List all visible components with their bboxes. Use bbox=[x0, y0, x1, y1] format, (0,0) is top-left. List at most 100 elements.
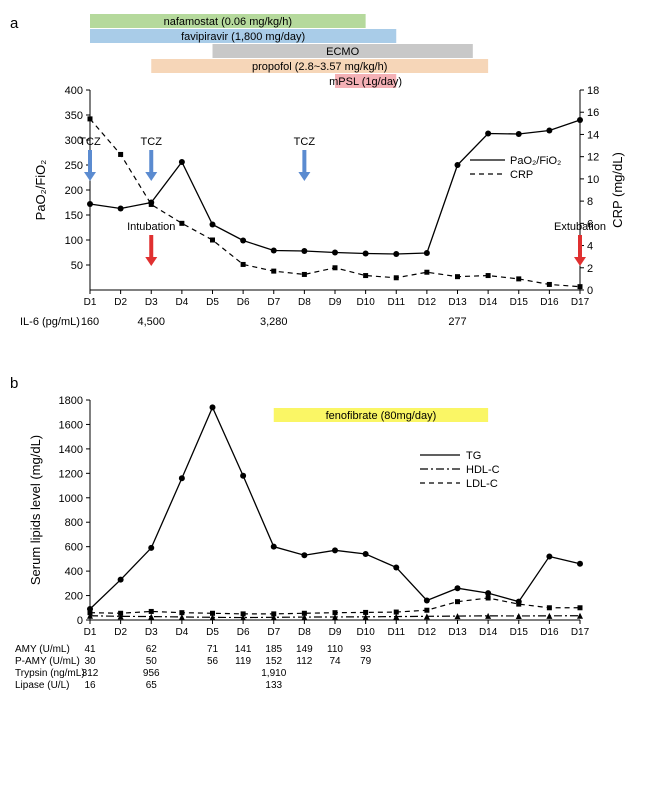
xtick: D14 bbox=[479, 627, 498, 638]
row-value: 119 bbox=[235, 656, 251, 667]
crp-point bbox=[88, 116, 93, 121]
pao2-point bbox=[424, 250, 430, 256]
row-label: Trypsin (ng/mL) bbox=[15, 668, 85, 679]
xtick: D6 bbox=[237, 627, 250, 638]
xtick: D2 bbox=[114, 297, 127, 308]
tg-point bbox=[546, 553, 552, 559]
crp-point bbox=[271, 269, 276, 274]
ytick: 200 bbox=[65, 591, 83, 603]
pao2-point bbox=[179, 159, 185, 165]
il6-label: IL-6 (pg/mL) bbox=[20, 316, 80, 328]
ldl-point bbox=[149, 609, 154, 614]
med-bar-label: mPSL (1g/day) bbox=[329, 76, 402, 88]
xtick: D2 bbox=[114, 627, 127, 638]
ldl-point bbox=[302, 611, 307, 616]
tg-point bbox=[148, 545, 154, 551]
row-value: 956 bbox=[143, 668, 160, 679]
crp-point bbox=[302, 272, 307, 277]
ytick-right: 12 bbox=[587, 152, 599, 164]
ytick-right: 8 bbox=[587, 196, 593, 208]
xtick: D10 bbox=[356, 297, 375, 308]
ytick-left: 200 bbox=[65, 185, 83, 197]
ldl-point bbox=[516, 602, 521, 607]
tg-point bbox=[301, 552, 307, 558]
tcz-arrowhead bbox=[84, 172, 96, 181]
tg-point bbox=[485, 590, 491, 596]
ldl-point bbox=[455, 599, 460, 604]
panel-b: b fenofibrate (80mg/day)0200400600800100… bbox=[10, 370, 661, 710]
tg-point bbox=[424, 597, 430, 603]
chart-a-container: nafamostat (0.06 mg/kg/h)favipiravir (1,… bbox=[10, 10, 661, 350]
ytick: 1400 bbox=[59, 444, 83, 456]
xtick: D16 bbox=[540, 297, 559, 308]
row-value: 152 bbox=[265, 656, 282, 667]
xtick: D5 bbox=[206, 297, 219, 308]
row-value: 149 bbox=[296, 644, 313, 655]
chart-b-container: fenofibrate (80mg/day)020040060080010001… bbox=[10, 370, 661, 710]
row-value: 141 bbox=[235, 644, 252, 655]
ytick: 1800 bbox=[59, 395, 83, 407]
crp-point bbox=[486, 273, 491, 278]
pao2-line bbox=[90, 120, 580, 254]
row-value: 74 bbox=[329, 656, 341, 667]
crp-point bbox=[547, 282, 552, 287]
xtick: D9 bbox=[329, 297, 342, 308]
xtick: D12 bbox=[418, 627, 437, 638]
crp-point bbox=[516, 276, 521, 281]
med-bar-label: ECMO bbox=[326, 46, 359, 58]
crp-line bbox=[90, 119, 580, 287]
xtick: D10 bbox=[356, 627, 375, 638]
hdl-point bbox=[516, 613, 522, 619]
tg-line bbox=[90, 407, 580, 609]
il6-value: 4,500 bbox=[137, 316, 165, 328]
xtick: D3 bbox=[145, 627, 158, 638]
y-left-label: PaO₂/FiO₂ bbox=[33, 160, 48, 221]
row-value: 79 bbox=[360, 656, 372, 667]
legend-label: TG bbox=[466, 450, 481, 462]
ytick: 800 bbox=[65, 517, 83, 529]
row-label: AMY (U/mL) bbox=[15, 644, 70, 655]
ldl-point bbox=[363, 610, 368, 615]
y-label: Serum lipids level (mg/dL) bbox=[28, 435, 43, 585]
hdl-point bbox=[546, 613, 552, 619]
xtick: D15 bbox=[510, 297, 529, 308]
row-value: 312 bbox=[82, 668, 99, 679]
ytick: 600 bbox=[65, 542, 83, 554]
panel-a: a nafamostat (0.06 mg/kg/h)favipiravir (… bbox=[10, 10, 661, 350]
intubation-arrowhead bbox=[145, 257, 157, 266]
il6-value: 160 bbox=[81, 316, 99, 328]
pao2-point bbox=[546, 128, 552, 134]
crp-point bbox=[455, 274, 460, 279]
ytick-left: 350 bbox=[65, 110, 83, 122]
tg-point bbox=[240, 473, 246, 479]
ldl-point bbox=[210, 611, 215, 616]
tcz-label: TCZ bbox=[294, 136, 316, 148]
crp-point bbox=[363, 273, 368, 278]
il6-value: 277 bbox=[448, 316, 466, 328]
legend-label: CRP bbox=[510, 169, 533, 181]
row-value: 133 bbox=[265, 680, 282, 691]
row-value: 30 bbox=[84, 656, 96, 667]
row-value: 50 bbox=[146, 656, 158, 667]
extubation-label: Extubation bbox=[554, 221, 606, 233]
crp-point bbox=[179, 221, 184, 226]
ytick: 1200 bbox=[59, 468, 83, 480]
row-value: 62 bbox=[146, 644, 158, 655]
chart-b-svg: fenofibrate (80mg/day)020040060080010001… bbox=[10, 370, 650, 710]
xtick: D9 bbox=[329, 627, 342, 638]
pao2-point bbox=[577, 117, 583, 123]
tg-point bbox=[393, 564, 399, 570]
row-value: 112 bbox=[296, 656, 312, 667]
crp-point bbox=[210, 238, 215, 243]
crp-point bbox=[578, 284, 583, 289]
ytick-left: 400 bbox=[65, 85, 83, 97]
ytick-right: 2 bbox=[587, 263, 593, 275]
row-value: 71 bbox=[207, 644, 219, 655]
ytick-right: 0 bbox=[587, 285, 593, 297]
tcz-label: TCZ bbox=[79, 136, 101, 148]
pao2-point bbox=[240, 238, 246, 244]
xtick: D15 bbox=[510, 627, 529, 638]
row-label: Lipase (U/L) bbox=[15, 680, 69, 691]
ytick-right: 4 bbox=[587, 241, 593, 253]
ytick-right: 18 bbox=[587, 85, 599, 97]
